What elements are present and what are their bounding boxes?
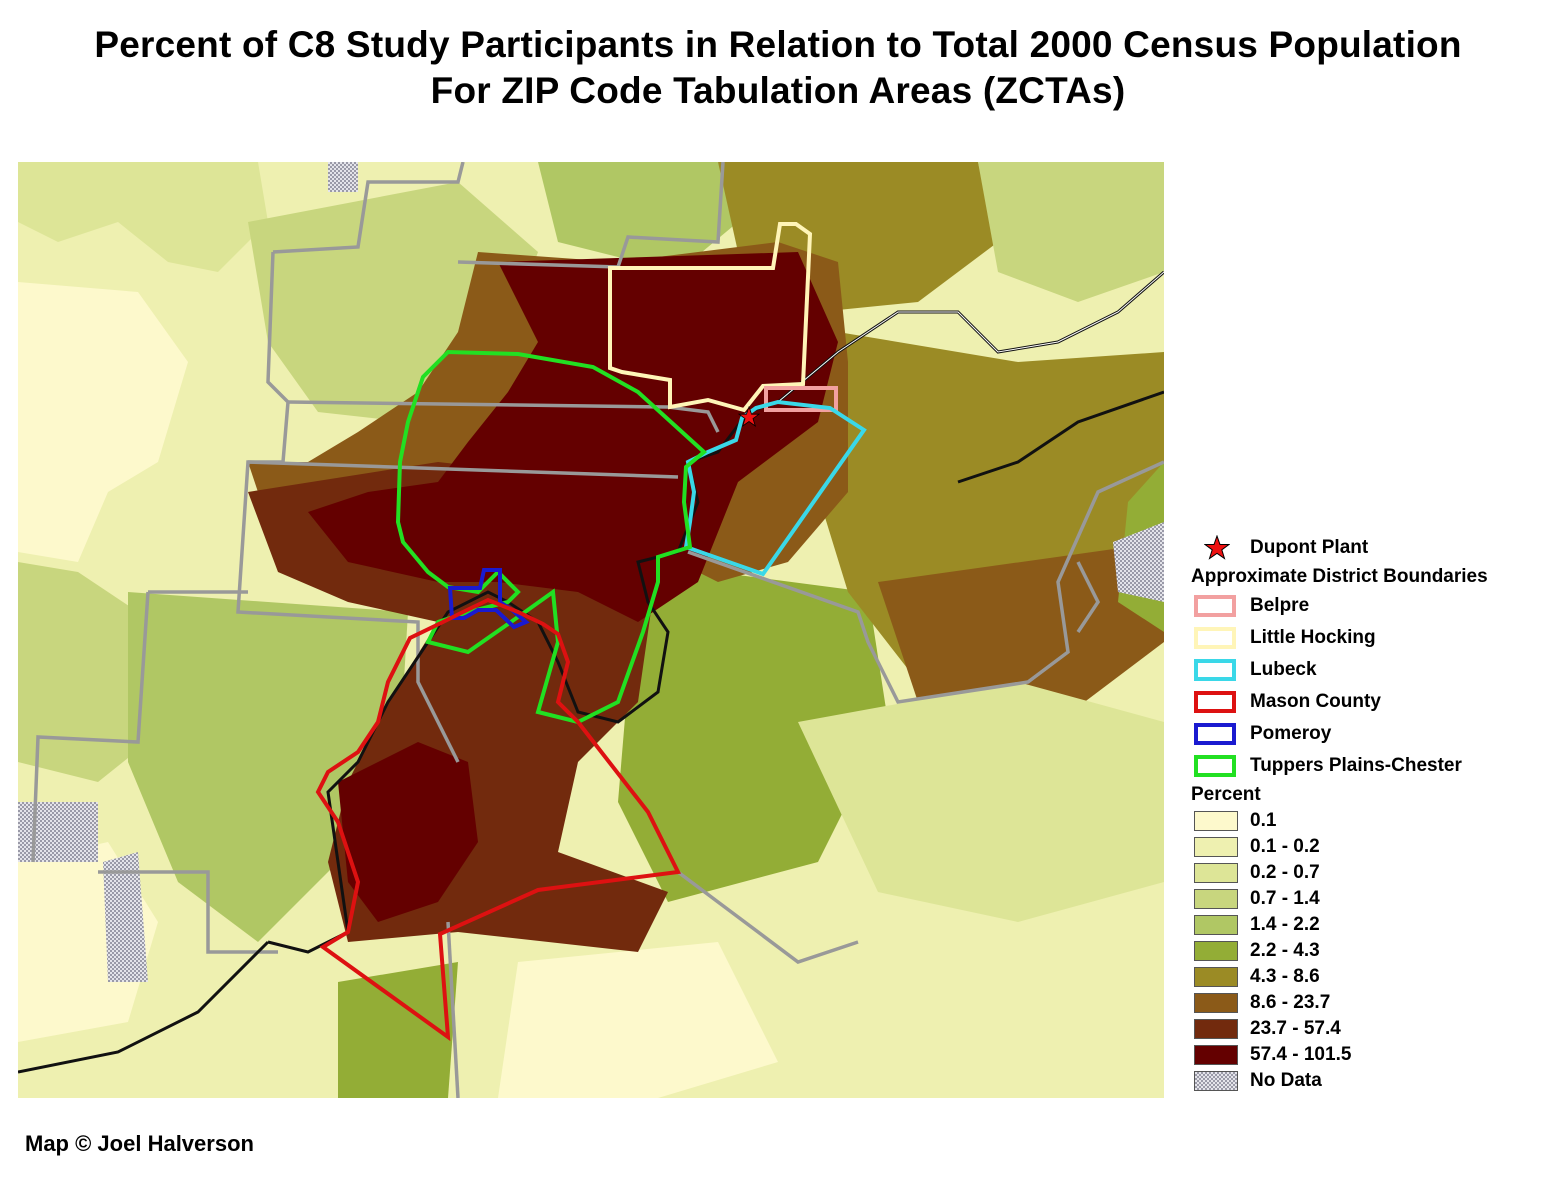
river-highlight bbox=[777, 271, 1164, 403]
legend-class-row: No Data bbox=[1188, 1068, 1548, 1094]
zcta-nodata-2 bbox=[103, 852, 148, 982]
legend-class-row: 23.7 - 57.4 bbox=[1188, 1016, 1548, 1042]
district-mason-county bbox=[315, 597, 682, 1042]
legend-class-swatch bbox=[1194, 1045, 1238, 1065]
zcta-nodata-4 bbox=[328, 162, 358, 192]
legend-class-swatch bbox=[1194, 837, 1238, 857]
legend-class-row: 0.2 - 0.7 bbox=[1188, 860, 1548, 886]
legend-class-row: 1.4 - 2.2 bbox=[1188, 912, 1548, 938]
legend-district-list: Belpre Little Hocking Lubeck Mason Count… bbox=[1188, 590, 1548, 782]
zcta-core-maroon bbox=[308, 252, 838, 622]
legend-district-label: Pomeroy bbox=[1250, 723, 1332, 744]
legend-district-label: Little Hocking bbox=[1250, 627, 1376, 648]
legend-districts-heading: Approximate District Boundaries bbox=[1191, 566, 1488, 587]
zcta-nodata-1 bbox=[18, 802, 98, 862]
zcta-west-2 bbox=[18, 562, 148, 782]
legend-class-label: 0.2 - 0.7 bbox=[1250, 862, 1320, 883]
zcta-east-south bbox=[798, 682, 1164, 922]
legend-class-label: 0.1 bbox=[1250, 810, 1277, 831]
legend-class-label: No Data bbox=[1250, 1070, 1322, 1091]
legend-class-label: 57.4 - 101.5 bbox=[1250, 1044, 1352, 1065]
county-boundaries bbox=[31, 162, 1164, 1098]
legend-district-row: Belpre bbox=[1188, 590, 1548, 622]
legend-district-label: Mason County bbox=[1250, 691, 1381, 712]
legend-class-row: 0.1 - 0.2 bbox=[1188, 834, 1548, 860]
red-star-icon bbox=[1204, 535, 1230, 560]
legend-class-label: 4.3 - 8.6 bbox=[1250, 966, 1320, 987]
legend-class-label: 8.6 - 23.7 bbox=[1250, 992, 1331, 1013]
legend-class-list: 0.1 0.1 - 0.2 0.2 - 0.7 0.7 - 1.4 1.4 - … bbox=[1188, 808, 1548, 1094]
legend-class-row: 4.3 - 8.6 bbox=[1188, 964, 1548, 990]
zcta-mason-maroon bbox=[338, 742, 478, 922]
legend-plant-label: Dupont Plant bbox=[1250, 537, 1369, 558]
legend-class-row: 57.4 - 101.5 bbox=[1188, 1042, 1548, 1068]
legend-class-swatch bbox=[1194, 863, 1238, 883]
map-title-line-1: Percent of C8 Study Participants in Rela… bbox=[94, 24, 1462, 65]
legend-class-swatch bbox=[1194, 889, 1238, 909]
legend-class-label: 0.1 - 0.2 bbox=[1250, 836, 1320, 857]
legend-class-swatch bbox=[1194, 915, 1238, 935]
legend-district-row: Mason County bbox=[1188, 686, 1548, 718]
legend-class-swatch bbox=[1194, 1019, 1238, 1039]
map-title-line-2: For ZIP Code Tabulation Areas (ZCTAs) bbox=[430, 70, 1126, 111]
zcta-ne-corner bbox=[978, 162, 1164, 302]
legend-district-row: Little Hocking bbox=[1188, 622, 1548, 654]
zcta-south-pale bbox=[498, 942, 778, 1098]
legend-district-label: Tuppers Plains-Chester bbox=[1250, 755, 1462, 776]
zcta-ohio-green bbox=[618, 562, 888, 902]
legend-district-swatch bbox=[1194, 691, 1236, 713]
legend-class-swatch bbox=[1194, 967, 1238, 987]
choropleth-map bbox=[18, 162, 1164, 1098]
district-lubeck bbox=[683, 399, 867, 577]
map-svg bbox=[18, 162, 1164, 1098]
district-little-hocking bbox=[608, 222, 813, 413]
legend-district-swatch bbox=[1194, 723, 1236, 745]
dupont-plant-star bbox=[737, 405, 761, 428]
legend-class-row: 0.7 - 1.4 bbox=[1188, 886, 1548, 912]
zcta-south-green bbox=[338, 962, 458, 1098]
legend-class-swatch bbox=[1194, 993, 1238, 1013]
zcta-north-3 bbox=[538, 162, 738, 272]
legend-class-label: 1.4 - 2.2 bbox=[1250, 914, 1320, 935]
legend-class-label: 2.2 - 4.3 bbox=[1250, 940, 1320, 961]
map-title: Percent of C8 Study Participants in Rela… bbox=[0, 22, 1556, 114]
district-pomeroy bbox=[447, 568, 530, 630]
legend-district-label: Belpre bbox=[1250, 595, 1310, 616]
legend-class-swatch bbox=[1194, 811, 1238, 831]
legend-class-row: 2.2 - 4.3 bbox=[1188, 938, 1548, 964]
legend-district-swatch bbox=[1194, 595, 1236, 617]
legend-district-swatch bbox=[1194, 627, 1236, 649]
legend-district-row: Tuppers Plains-Chester bbox=[1188, 750, 1548, 782]
zcta-west-1 bbox=[18, 282, 188, 562]
legend-district-row: Pomeroy bbox=[1188, 718, 1548, 750]
legend-district-row: Lubeck bbox=[1188, 654, 1548, 686]
zcta-nodata-3 bbox=[1113, 522, 1164, 602]
legend-class-swatch bbox=[1194, 941, 1238, 961]
legend-class-swatch bbox=[1194, 1071, 1238, 1091]
legend-percent-heading: Percent bbox=[1191, 784, 1261, 805]
legend-class-row: 8.6 - 23.7 bbox=[1188, 990, 1548, 1016]
legend-plant-row: Dupont Plant bbox=[1188, 532, 1548, 564]
zcta-nw-1 bbox=[18, 162, 268, 272]
zcta-east-brown bbox=[878, 542, 1164, 722]
legend-class-label: 23.7 - 57.4 bbox=[1250, 1018, 1341, 1039]
legend-district-swatch bbox=[1194, 755, 1236, 777]
map-credit: Map © Joel Halverson bbox=[25, 1131, 254, 1156]
legend-class-label: 0.7 - 1.4 bbox=[1250, 888, 1320, 909]
legend-class-row: 0.1 bbox=[1188, 808, 1548, 834]
map-legend: Dupont Plant Approximate District Bounda… bbox=[1188, 532, 1548, 1094]
legend-district-label: Lubeck bbox=[1250, 659, 1317, 680]
legend-district-swatch bbox=[1194, 659, 1236, 681]
district-tuppers-plains-chester bbox=[395, 349, 708, 725]
